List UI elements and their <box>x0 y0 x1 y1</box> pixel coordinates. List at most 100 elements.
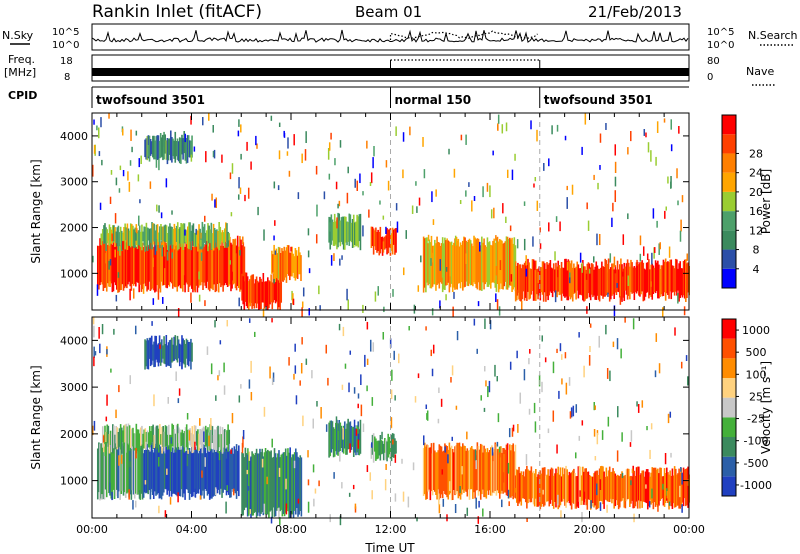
data-cell <box>548 263 551 296</box>
data-cell <box>175 424 178 447</box>
data-cell <box>664 210 666 219</box>
data-cell <box>93 356 95 367</box>
data-cell <box>124 424 126 443</box>
data-cell <box>534 177 537 182</box>
data-cell <box>341 428 344 453</box>
data-cell <box>172 424 175 447</box>
data-cell <box>382 215 385 220</box>
data-cell <box>105 227 107 251</box>
data-cell <box>489 185 491 198</box>
data-cell <box>356 425 358 453</box>
data-cell <box>554 251 556 261</box>
data-cell <box>144 428 147 449</box>
data-cell <box>192 444 194 497</box>
data-cell <box>578 268 581 295</box>
data-cell <box>216 242 219 284</box>
data-cell <box>119 424 122 450</box>
data-cell <box>571 267 574 302</box>
data-cell <box>138 490 141 499</box>
data-cell <box>206 444 209 496</box>
data-cell <box>624 317 626 323</box>
data-cell <box>98 327 100 339</box>
data-cell <box>592 476 594 503</box>
data-cell <box>669 259 671 292</box>
data-cell <box>130 129 132 141</box>
data-cell <box>223 444 226 490</box>
data-cell <box>617 269 620 293</box>
data-cell <box>177 141 180 162</box>
data-cell <box>448 481 451 491</box>
data-cell <box>366 385 368 392</box>
data-cell <box>99 238 101 286</box>
data-cell <box>231 447 233 490</box>
data-cell <box>116 446 118 490</box>
data-cell <box>215 429 217 452</box>
data-cell <box>582 260 584 301</box>
data-cell <box>138 225 141 246</box>
data-cell <box>378 440 381 456</box>
data-cell <box>349 214 352 241</box>
data-cell <box>580 475 583 505</box>
data-cell <box>167 397 169 404</box>
data-cell <box>523 369 526 381</box>
data-cell <box>532 259 535 301</box>
data-cell <box>631 468 634 474</box>
data-cell <box>212 245 214 291</box>
data-cell <box>285 503 288 515</box>
data-cell <box>654 370 657 378</box>
nsearch-trace <box>389 30 538 40</box>
data-cell <box>398 353 400 364</box>
data-cell <box>203 443 205 499</box>
data-cell <box>432 219 435 225</box>
data-cell <box>190 154 193 162</box>
data-cell <box>493 449 495 494</box>
data-cell <box>596 430 599 435</box>
data-cell <box>682 261 685 296</box>
data-cell <box>129 375 131 385</box>
data-cell <box>345 216 347 243</box>
data-cell <box>109 482 111 493</box>
data-cell <box>466 507 469 516</box>
data-cell <box>449 242 452 288</box>
data-cell <box>212 435 215 449</box>
data-cell <box>312 464 315 473</box>
data-cell <box>328 142 331 151</box>
data-cell <box>371 442 373 448</box>
data-cell <box>160 450 163 500</box>
data-cell <box>506 236 509 290</box>
data-cell <box>655 469 658 506</box>
data-cell <box>189 240 192 286</box>
colorbar-swatch <box>722 249 736 269</box>
data-cell <box>430 443 433 492</box>
data-cell <box>357 216 360 248</box>
data-cell <box>280 281 283 303</box>
data-cell <box>131 146 133 153</box>
data-cell <box>180 449 183 490</box>
data-cell <box>105 253 107 264</box>
data-cell <box>282 251 284 282</box>
data-cell <box>586 263 589 299</box>
data-cell <box>246 141 248 151</box>
data-cell <box>622 234 625 245</box>
data-cell <box>611 263 613 296</box>
data-cell <box>653 247 655 259</box>
data-cell <box>412 462 415 471</box>
data-cell <box>494 280 497 287</box>
data-cell <box>210 222 213 250</box>
data-cell <box>249 279 251 304</box>
data-cell <box>341 482 343 489</box>
data-cell <box>570 407 573 418</box>
data-cell <box>604 258 607 297</box>
data-cell <box>289 447 291 518</box>
data-cell <box>385 160 388 168</box>
data-cell <box>658 363 661 374</box>
data-cell <box>667 261 669 295</box>
data-cell <box>486 237 489 287</box>
data-cell <box>454 238 456 290</box>
data-cell <box>126 442 128 494</box>
colorbar-tick-label: 28 <box>749 147 763 160</box>
data-cell <box>373 436 376 452</box>
data-cell <box>184 246 186 293</box>
data-cell <box>577 466 580 508</box>
data-cell <box>242 242 245 282</box>
